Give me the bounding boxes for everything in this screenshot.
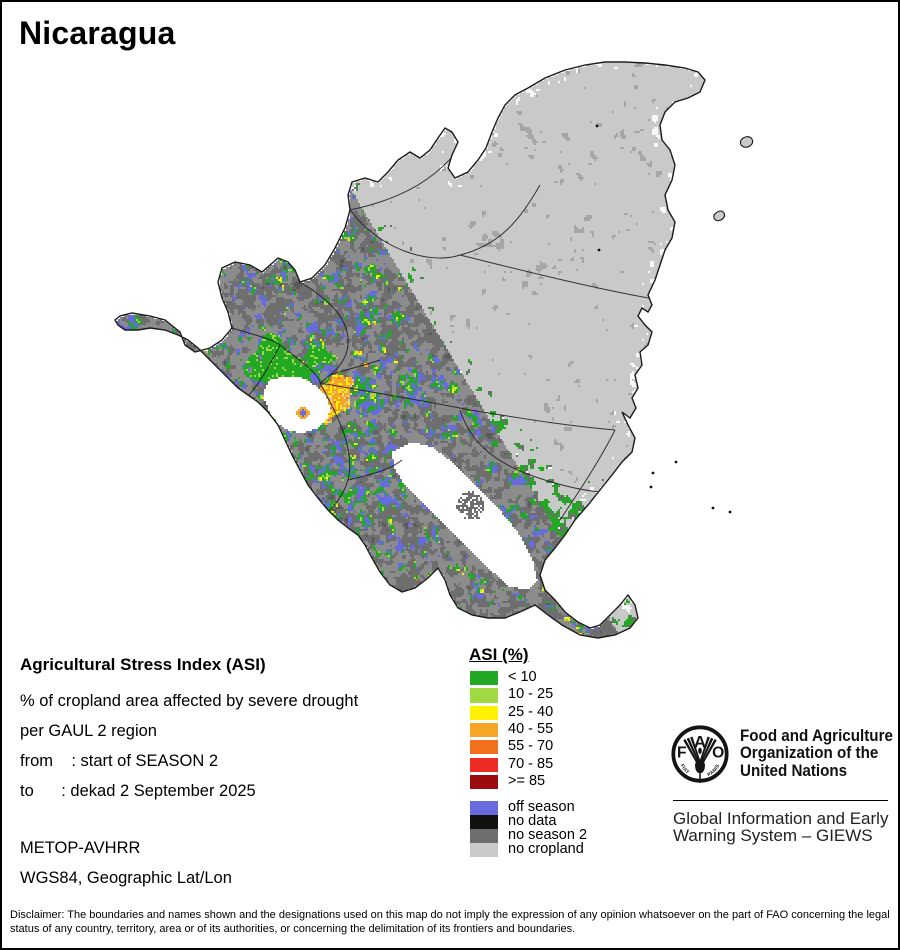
svg-text:O: O <box>712 744 724 761</box>
svg-text:A: A <box>694 733 706 752</box>
svg-text:F: F <box>677 744 687 761</box>
